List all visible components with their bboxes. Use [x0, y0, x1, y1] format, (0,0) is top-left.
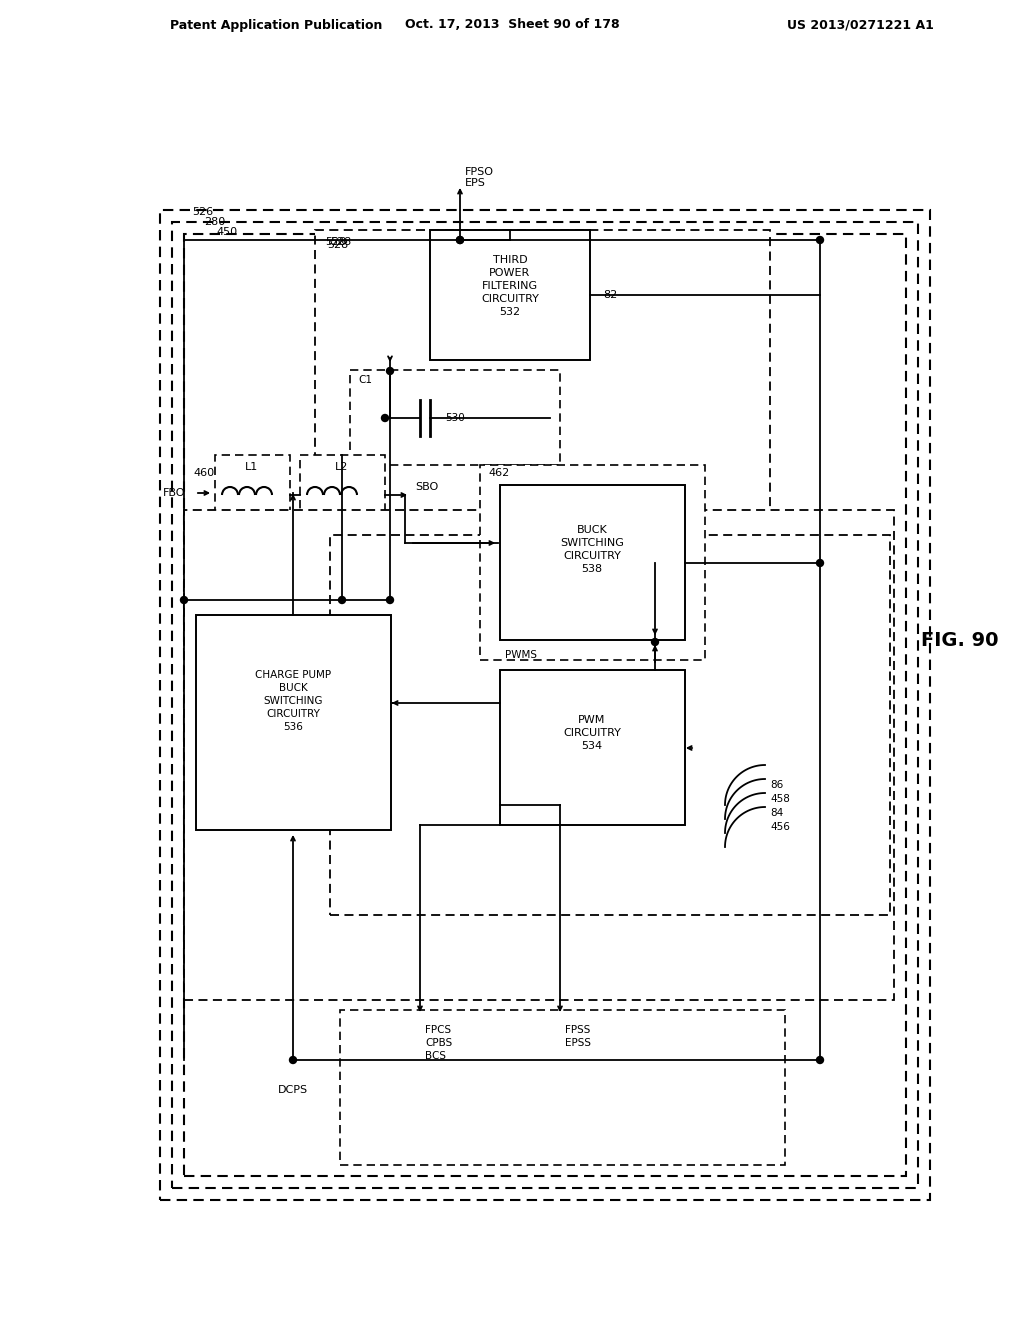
Text: Patent Application Publication: Patent Application Publication	[170, 18, 382, 32]
Circle shape	[651, 639, 658, 645]
Bar	[300, 455, 385, 520]
Text: BUCK: BUCK	[279, 682, 307, 693]
Circle shape	[457, 236, 464, 243]
Circle shape	[386, 597, 393, 603]
Text: PWM: PWM	[579, 715, 605, 725]
Text: 450: 450	[216, 227, 238, 238]
Text: CIRCUITRY: CIRCUITRY	[563, 550, 621, 561]
Text: SWITCHING: SWITCHING	[263, 696, 323, 706]
Bar	[480, 465, 705, 660]
Bar	[184, 234, 906, 1176]
Text: FBO: FBO	[163, 488, 185, 498]
Circle shape	[816, 236, 823, 243]
Text: BCS: BCS	[425, 1051, 446, 1061]
Circle shape	[816, 560, 823, 566]
Bar	[330, 535, 890, 915]
Text: 538: 538	[582, 564, 602, 574]
Bar	[184, 510, 894, 1001]
Text: 462: 462	[488, 469, 509, 478]
Text: FILTERING: FILTERING	[482, 281, 538, 290]
Text: SWITCHING: SWITCHING	[560, 539, 624, 548]
Text: 528: 528	[330, 238, 351, 247]
Text: CIRCUITRY: CIRCUITRY	[266, 709, 319, 719]
Text: 532: 532	[500, 308, 520, 317]
Text: 460: 460	[193, 469, 214, 478]
Circle shape	[386, 367, 393, 375]
Text: 536: 536	[283, 722, 303, 733]
Text: CPBS: CPBS	[425, 1038, 453, 1048]
Text: 280: 280	[204, 216, 225, 227]
Text: FPSO: FPSO	[465, 168, 494, 177]
Bar	[160, 210, 930, 1200]
Bar	[315, 230, 770, 601]
Text: CIRCUITRY: CIRCUITRY	[563, 729, 621, 738]
Circle shape	[339, 597, 345, 603]
Bar	[196, 615, 391, 830]
Text: FPSS: FPSS	[565, 1026, 591, 1035]
Text: 530: 530	[445, 413, 465, 422]
Text: 526: 526	[193, 207, 213, 216]
Text: 534: 534	[582, 741, 602, 751]
Text: CHARGE PUMP: CHARGE PUMP	[255, 671, 331, 680]
Circle shape	[382, 414, 388, 421]
Circle shape	[180, 597, 187, 603]
Text: SBO: SBO	[415, 482, 438, 492]
Text: THIRD: THIRD	[493, 255, 527, 265]
Text: CIRCUITRY: CIRCUITRY	[481, 294, 539, 304]
Bar	[430, 230, 590, 360]
Text: BUCK: BUCK	[577, 525, 607, 535]
Text: FIG. 90: FIG. 90	[922, 631, 998, 649]
Bar	[340, 1010, 785, 1166]
Circle shape	[816, 1056, 823, 1064]
Text: 82: 82	[603, 290, 617, 300]
Bar	[500, 484, 685, 640]
Bar	[172, 222, 918, 1188]
Text: L2: L2	[335, 462, 349, 473]
Text: DCPS: DCPS	[278, 1085, 308, 1096]
Text: 458: 458	[770, 795, 790, 804]
Bar	[215, 455, 290, 520]
Text: Oct. 17, 2013  Sheet 90 of 178: Oct. 17, 2013 Sheet 90 of 178	[404, 18, 620, 32]
Text: C1: C1	[358, 375, 372, 385]
Text: 528: 528	[325, 238, 346, 247]
Text: L1: L1	[246, 462, 259, 473]
Circle shape	[457, 236, 464, 243]
Text: 528: 528	[327, 240, 348, 249]
Bar	[350, 370, 560, 465]
Text: US 2013/0271221 A1: US 2013/0271221 A1	[786, 18, 934, 32]
Text: FPCS: FPCS	[425, 1026, 452, 1035]
Circle shape	[290, 1056, 297, 1064]
Bar	[500, 671, 685, 825]
Text: PWMS: PWMS	[505, 649, 537, 660]
Text: EPS: EPS	[465, 178, 485, 187]
Text: 84: 84	[770, 808, 783, 818]
Text: EPSS: EPSS	[565, 1038, 591, 1048]
Text: 86: 86	[770, 780, 783, 789]
Text: 456: 456	[770, 822, 790, 832]
Text: POWER: POWER	[489, 268, 530, 279]
